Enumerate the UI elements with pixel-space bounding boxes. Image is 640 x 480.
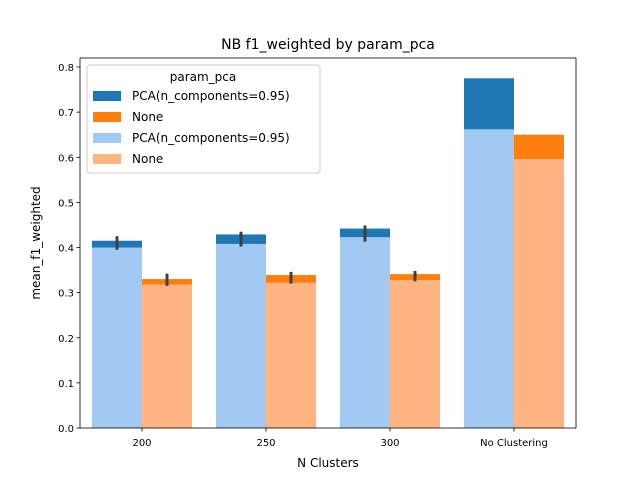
legend-box [86, 64, 321, 174]
bar-light-0-2 [340, 237, 390, 428]
legend-label: None [132, 110, 163, 124]
y-tick-label: 0.5 [58, 198, 74, 209]
legend-label: None [132, 152, 163, 166]
bar-light-1-3 [514, 159, 564, 428]
legend: param_pca PCA(n_components=0.95)NonePCA(… [86, 64, 321, 174]
y-tick-label: 0.6 [58, 153, 74, 164]
bar-light-0-1 [216, 243, 266, 428]
legend-label: PCA(n_components=0.95) [132, 89, 290, 103]
y-tick-label: 0.4 [58, 244, 74, 255]
y-tick-label: 0.1 [58, 379, 74, 390]
x-tick-label: 300 [380, 438, 399, 449]
y-tick-label: 0.2 [58, 334, 74, 345]
y-tick-label: 0.7 [58, 108, 74, 119]
x-axis-label: N Clusters [297, 456, 359, 470]
x-tick-label: 200 [132, 438, 151, 449]
bar-light-0-0 [92, 247, 142, 428]
y-axis: 0.0 0.1 0.2 0.3 0.4 0.5 0.6 0.7 0.8 [58, 63, 80, 435]
y-tick-label: 0.3 [58, 289, 74, 300]
legend-swatch [93, 154, 121, 164]
x-tick-label: 250 [256, 438, 275, 449]
legend-items: PCA(n_components=0.95) None PCA(n_componen… [93, 89, 290, 166]
x-tick-label: No Clustering [480, 438, 548, 449]
y-axis-label: mean_f1_weighted [29, 186, 43, 299]
legend-swatch [93, 133, 121, 143]
bars-layer [92, 78, 564, 429]
y-tick-label: 0.8 [58, 63, 74, 74]
x-axis: 200 250 300 No Clustering [132, 428, 548, 449]
y-tick-label: 0.0 [58, 424, 74, 435]
bar-light-1-2 [390, 280, 440, 428]
legend-title: param_pca [170, 70, 237, 84]
error-bars-layer [115, 225, 417, 286]
bar-light-0-3 [464, 129, 514, 429]
bar-light-1-0 [142, 284, 192, 428]
bar-light-1-1 [266, 282, 316, 428]
legend-swatch [93, 112, 121, 122]
legend-swatch [93, 91, 121, 101]
legend-label: PCA(n_components=0.95) [132, 131, 290, 145]
chart-title: NB f1_weighted by param_pca [221, 37, 435, 53]
plot-frame [79, 57, 577, 429]
